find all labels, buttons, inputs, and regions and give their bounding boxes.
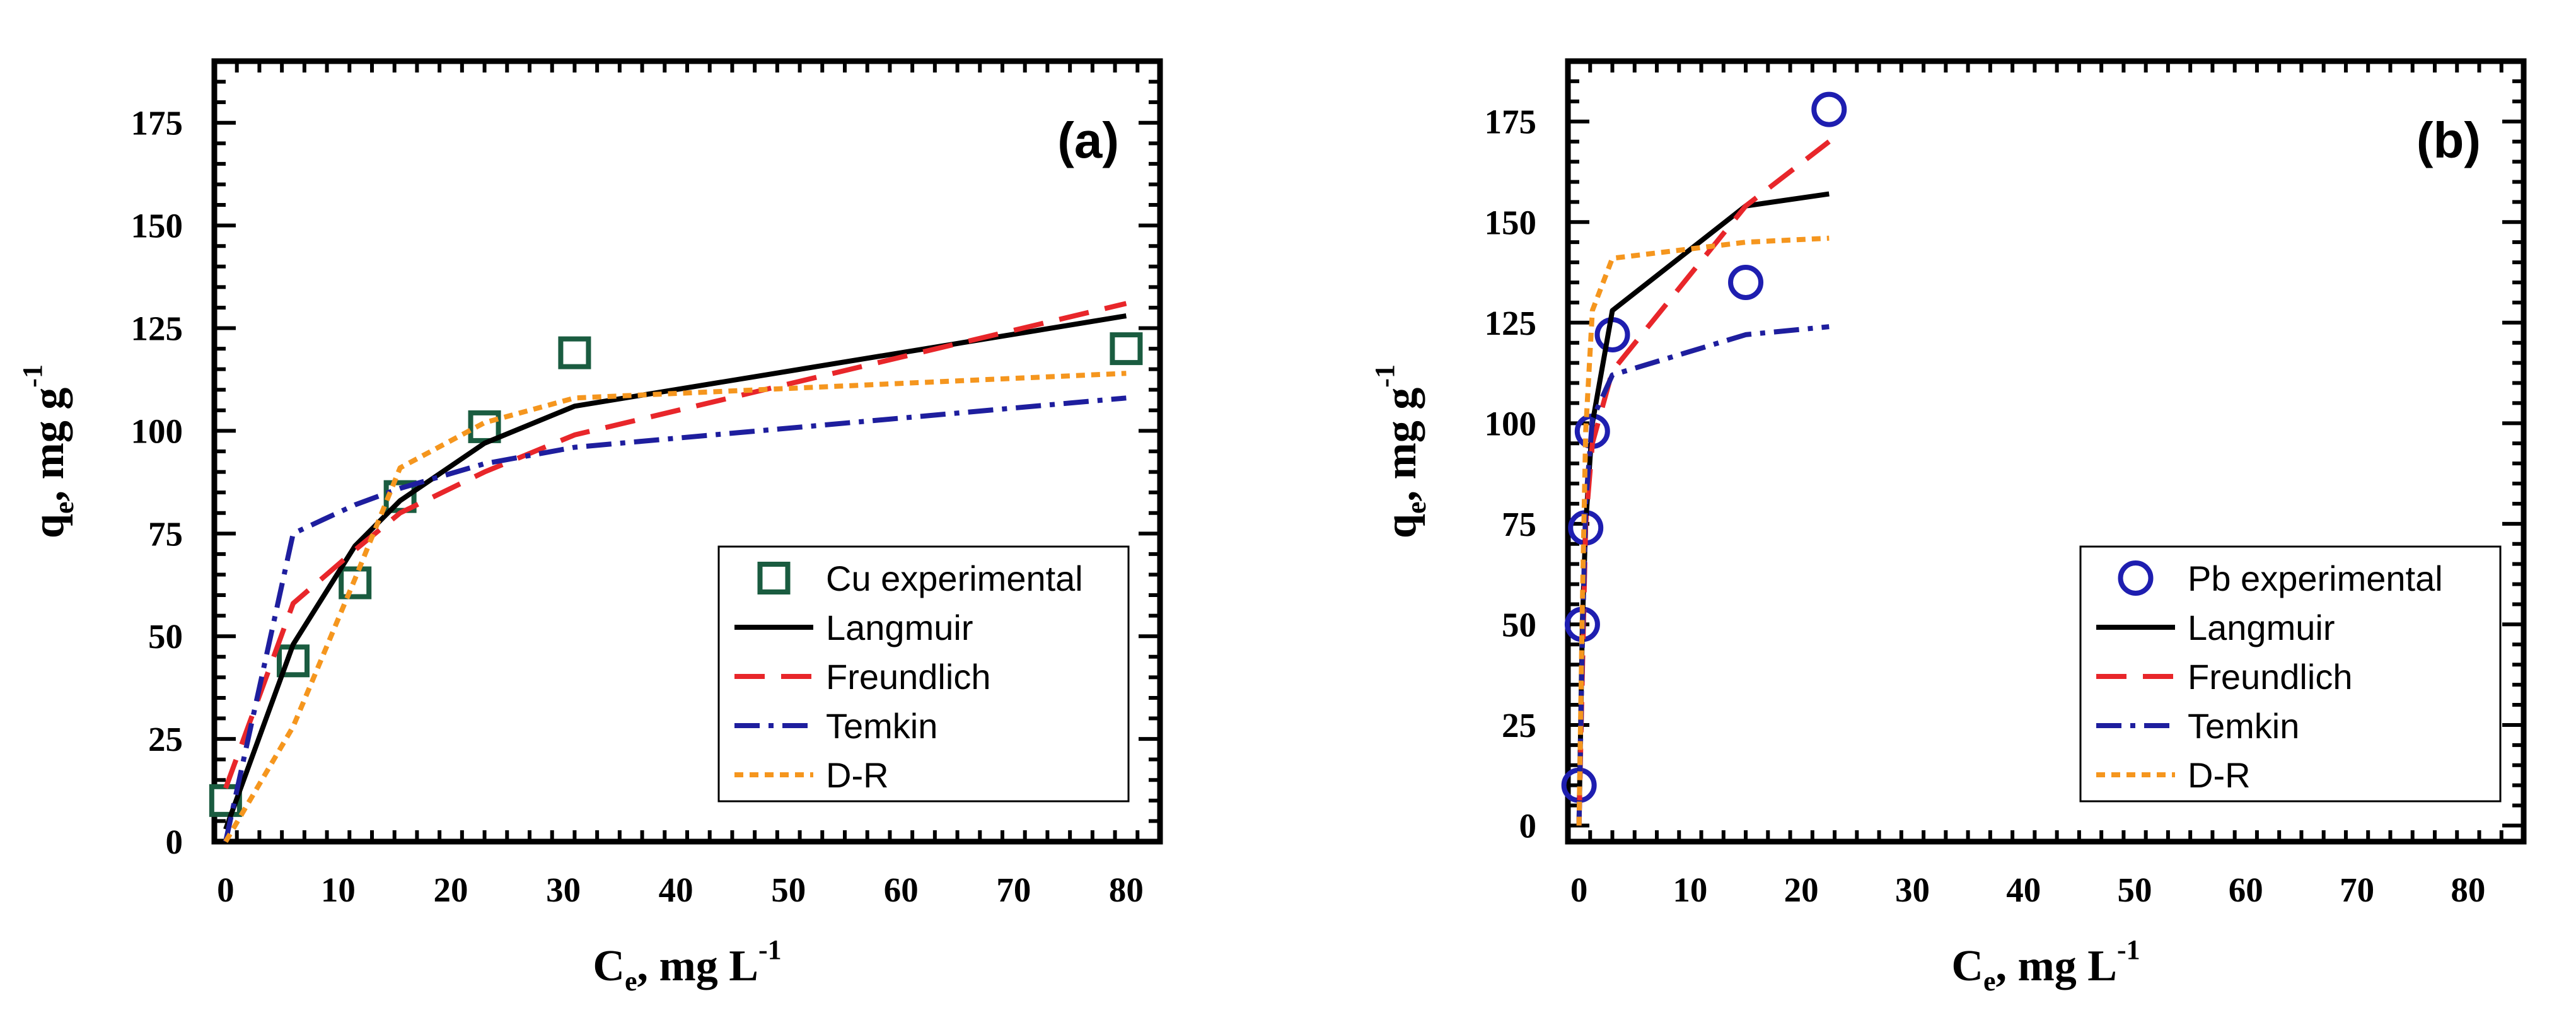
series-line-langmuir-a xyxy=(223,313,1127,830)
y-tick-label-b: 125 xyxy=(1485,304,1537,342)
legend-label-d-r: D-R xyxy=(2188,755,2251,795)
y-tick-label-b: 100 xyxy=(1485,404,1537,443)
data-point-pb-experimental xyxy=(1728,264,1764,300)
y-axis-title-a: qe, mg g-1 xyxy=(17,364,79,538)
data-point-pb-experimental xyxy=(1811,91,1847,127)
legend-b: Pb experimental Langmuir Freundlich Temkin D… xyxy=(2079,545,2502,803)
chart-panel-a: 0 10 20 30 40 50 60 70 80 0 25 50 75 100 125 150 175 Ce, … xyxy=(17,58,1163,997)
data-point-cu-experimental xyxy=(1110,332,1143,366)
x-tick-label-a: 30 xyxy=(546,871,581,909)
y-tick-label-a: 125 xyxy=(131,310,183,348)
y-tick-label-a: 100 xyxy=(131,412,183,450)
series-line-d-r-a xyxy=(223,371,1127,844)
x-tick-label-a: 40 xyxy=(659,871,693,909)
legend-label-langmuir: Langmuir xyxy=(2188,608,2335,647)
x-tick-label-b: 80 xyxy=(2451,871,2485,909)
legend-a: Cu experimental Langmuir Freundlich Temkin D… xyxy=(717,545,1130,803)
x-tick-label-b: 70 xyxy=(2340,871,2374,909)
plot-frame-b xyxy=(1565,58,2527,845)
legend-label-freundlich: Freundlich xyxy=(826,657,990,697)
panel-label-b: (b) xyxy=(2416,112,2481,168)
chart-panel-b: 0 10 20 30 40 50 60 70 80 0 25 50 75 100 125 150 175 Ce, … xyxy=(1369,58,2527,997)
x-tick-label-b: 0 xyxy=(1570,871,1588,909)
x-tick-label-a: 20 xyxy=(434,871,468,909)
x-tick-label-a: 50 xyxy=(771,871,806,909)
x-tick-label-a: 80 xyxy=(1109,871,1144,909)
legend-label-langmuir: Langmuir xyxy=(826,608,973,647)
legend-label-d-r: D-R xyxy=(826,755,889,795)
y-tick-label-a: 175 xyxy=(131,104,183,142)
x-axis-title-b: Ce, mg L-1 xyxy=(1951,934,2140,997)
y-tick-label-a: 50 xyxy=(148,617,183,656)
series-line-d-r-b xyxy=(1576,235,1830,826)
y-tick-label-b: 150 xyxy=(1485,203,1537,241)
data-point-cu-experimental xyxy=(468,410,501,443)
x-tick-label-b: 20 xyxy=(1784,871,1819,909)
y-axis-title-b: qe, mg g-1 xyxy=(1369,364,1432,538)
y-tick-label-a: 25 xyxy=(148,720,183,758)
panel-label-a: (a) xyxy=(1057,112,1119,168)
series-line-freundlich-a xyxy=(223,301,1127,789)
x-tick-label-b: 10 xyxy=(1673,871,1707,909)
x-tick-label-b: 60 xyxy=(2229,871,2263,909)
legend-swatch-cu-experimental xyxy=(757,562,791,594)
series-line-temkin-b xyxy=(1576,324,1830,826)
y-tick-label-a: 150 xyxy=(131,207,183,245)
y-tick-label-a: 0 xyxy=(166,823,183,861)
series-line-temkin-a xyxy=(223,395,1127,842)
legend-label-temkin: Temkin xyxy=(2188,706,2299,746)
x-tick-label-b: 50 xyxy=(2118,871,2152,909)
legend-label-cu-experimental: Cu experimental xyxy=(826,559,1083,598)
x-axis-title-a: Ce, mg L-1 xyxy=(593,934,781,997)
y-tick-label-b: 50 xyxy=(1502,605,1536,644)
legend-swatch-pb-experimental xyxy=(2118,560,2154,596)
legend-label-pb-experimental: Pb experimental xyxy=(2188,559,2443,598)
y-tick-label-a: 75 xyxy=(148,514,183,553)
legend-label-temkin: Temkin xyxy=(826,706,937,746)
data-point-cu-experimental xyxy=(558,336,591,369)
x-tick-label-a: 70 xyxy=(996,871,1031,909)
y-tick-label-b: 25 xyxy=(1502,706,1536,745)
y-tick-label-b: 0 xyxy=(1519,806,1537,845)
x-tick-label-b: 40 xyxy=(2006,871,2041,909)
y-tick-label-b: 75 xyxy=(1502,505,1536,543)
x-tick-label-a: 0 xyxy=(217,871,235,909)
y-tick-label-b: 175 xyxy=(1485,103,1537,141)
x-tick-label-a: 60 xyxy=(884,871,919,909)
legend-label-freundlich: Freundlich xyxy=(2188,657,2352,697)
x-tick-label-b: 30 xyxy=(1895,871,1930,909)
x-tick-label-a: 10 xyxy=(321,871,356,909)
